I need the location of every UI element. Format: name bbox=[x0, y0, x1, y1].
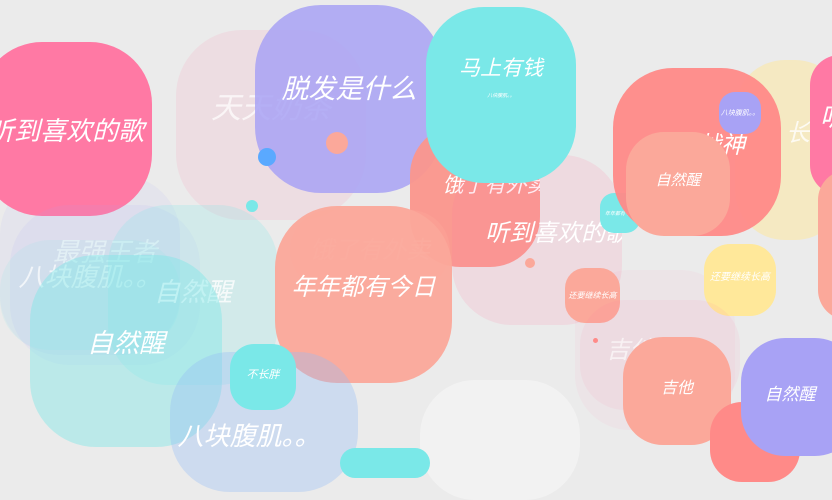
background-bubble bbox=[340, 448, 430, 478]
wish-bubble-16[interactable]: 年年都有今日 bbox=[275, 206, 452, 383]
background-bubble bbox=[420, 380, 580, 500]
wish-text: 年年都有今日 bbox=[604, 210, 635, 217]
wish-text: 自然醒 bbox=[655, 170, 701, 189]
wish-text: 听到喜欢的歌 bbox=[485, 218, 622, 247]
wish-bubble-20[interactable]: 不长胖 bbox=[230, 344, 296, 410]
wish-bubble-24[interactable]: 听 bbox=[810, 55, 832, 195]
wish-text: 八块腹肌。。 bbox=[18, 262, 162, 293]
wish-subtext: 八块腹肌。。 bbox=[487, 92, 515, 99]
wish-text: 年年都有今日 bbox=[291, 273, 436, 301]
wish-text: 听 bbox=[820, 97, 832, 134]
wish-bubble-12[interactable]: 八块腹肌。。 bbox=[0, 240, 180, 350]
wish-text: 吉他 bbox=[660, 378, 693, 397]
wish-text: 不长胖 bbox=[246, 368, 280, 381]
dot-marker[interactable] bbox=[326, 132, 348, 154]
wish-text: 最强王者 bbox=[52, 237, 157, 268]
dot-marker[interactable] bbox=[525, 258, 535, 268]
wish-bubble-23[interactable]: 自然醒 bbox=[741, 338, 832, 456]
wish-bubble-25[interactable]: 脱发是什么 bbox=[818, 170, 832, 320]
wish-text: 脱发是什么 bbox=[281, 74, 417, 105]
wish-text: 八块腹肌。。 bbox=[720, 109, 760, 117]
wish-text: 听到喜欢的歌 bbox=[0, 116, 144, 147]
wish-text: 自然醒 bbox=[153, 277, 232, 308]
wish-bubble-4[interactable]: 马上有钱 八块腹肌。。 bbox=[426, 7, 576, 183]
wish-text: 还要继续长高 bbox=[710, 271, 770, 283]
wish-bubble-10[interactable]: 自然醒 bbox=[626, 132, 730, 236]
dot-marker[interactable] bbox=[246, 200, 258, 212]
wish-text: 八块腹肌。。 bbox=[177, 422, 321, 452]
wish-bubble-11[interactable]: 最强王者 bbox=[10, 205, 200, 365]
wish-text: 马上有钱 bbox=[459, 55, 543, 80]
bubble-canvas: 听到喜欢的歌 天天奶茶 最强王者 八块腹肌。。 自然醒 自然醒 脱发是什么 饿了… bbox=[0, 5, 832, 492]
wish-bubble-1[interactable]: 听到喜欢的歌 bbox=[0, 42, 152, 216]
wish-text: 自然醒 bbox=[86, 328, 165, 359]
wish-text: 还要继续长高 bbox=[568, 291, 617, 300]
wish-bubble-9[interactable]: 八块腹肌。。 bbox=[719, 92, 761, 134]
wish-bubble-19[interactable]: 还要继续长高 bbox=[704, 244, 776, 316]
dot-marker[interactable] bbox=[593, 338, 598, 343]
wish-text: 自然醒 bbox=[764, 384, 816, 405]
wish-bubble-18[interactable]: 还要继续长高 bbox=[565, 268, 620, 323]
wish-bubble-14[interactable]: 自然醒 bbox=[30, 255, 222, 447]
dot-marker[interactable] bbox=[258, 148, 276, 166]
